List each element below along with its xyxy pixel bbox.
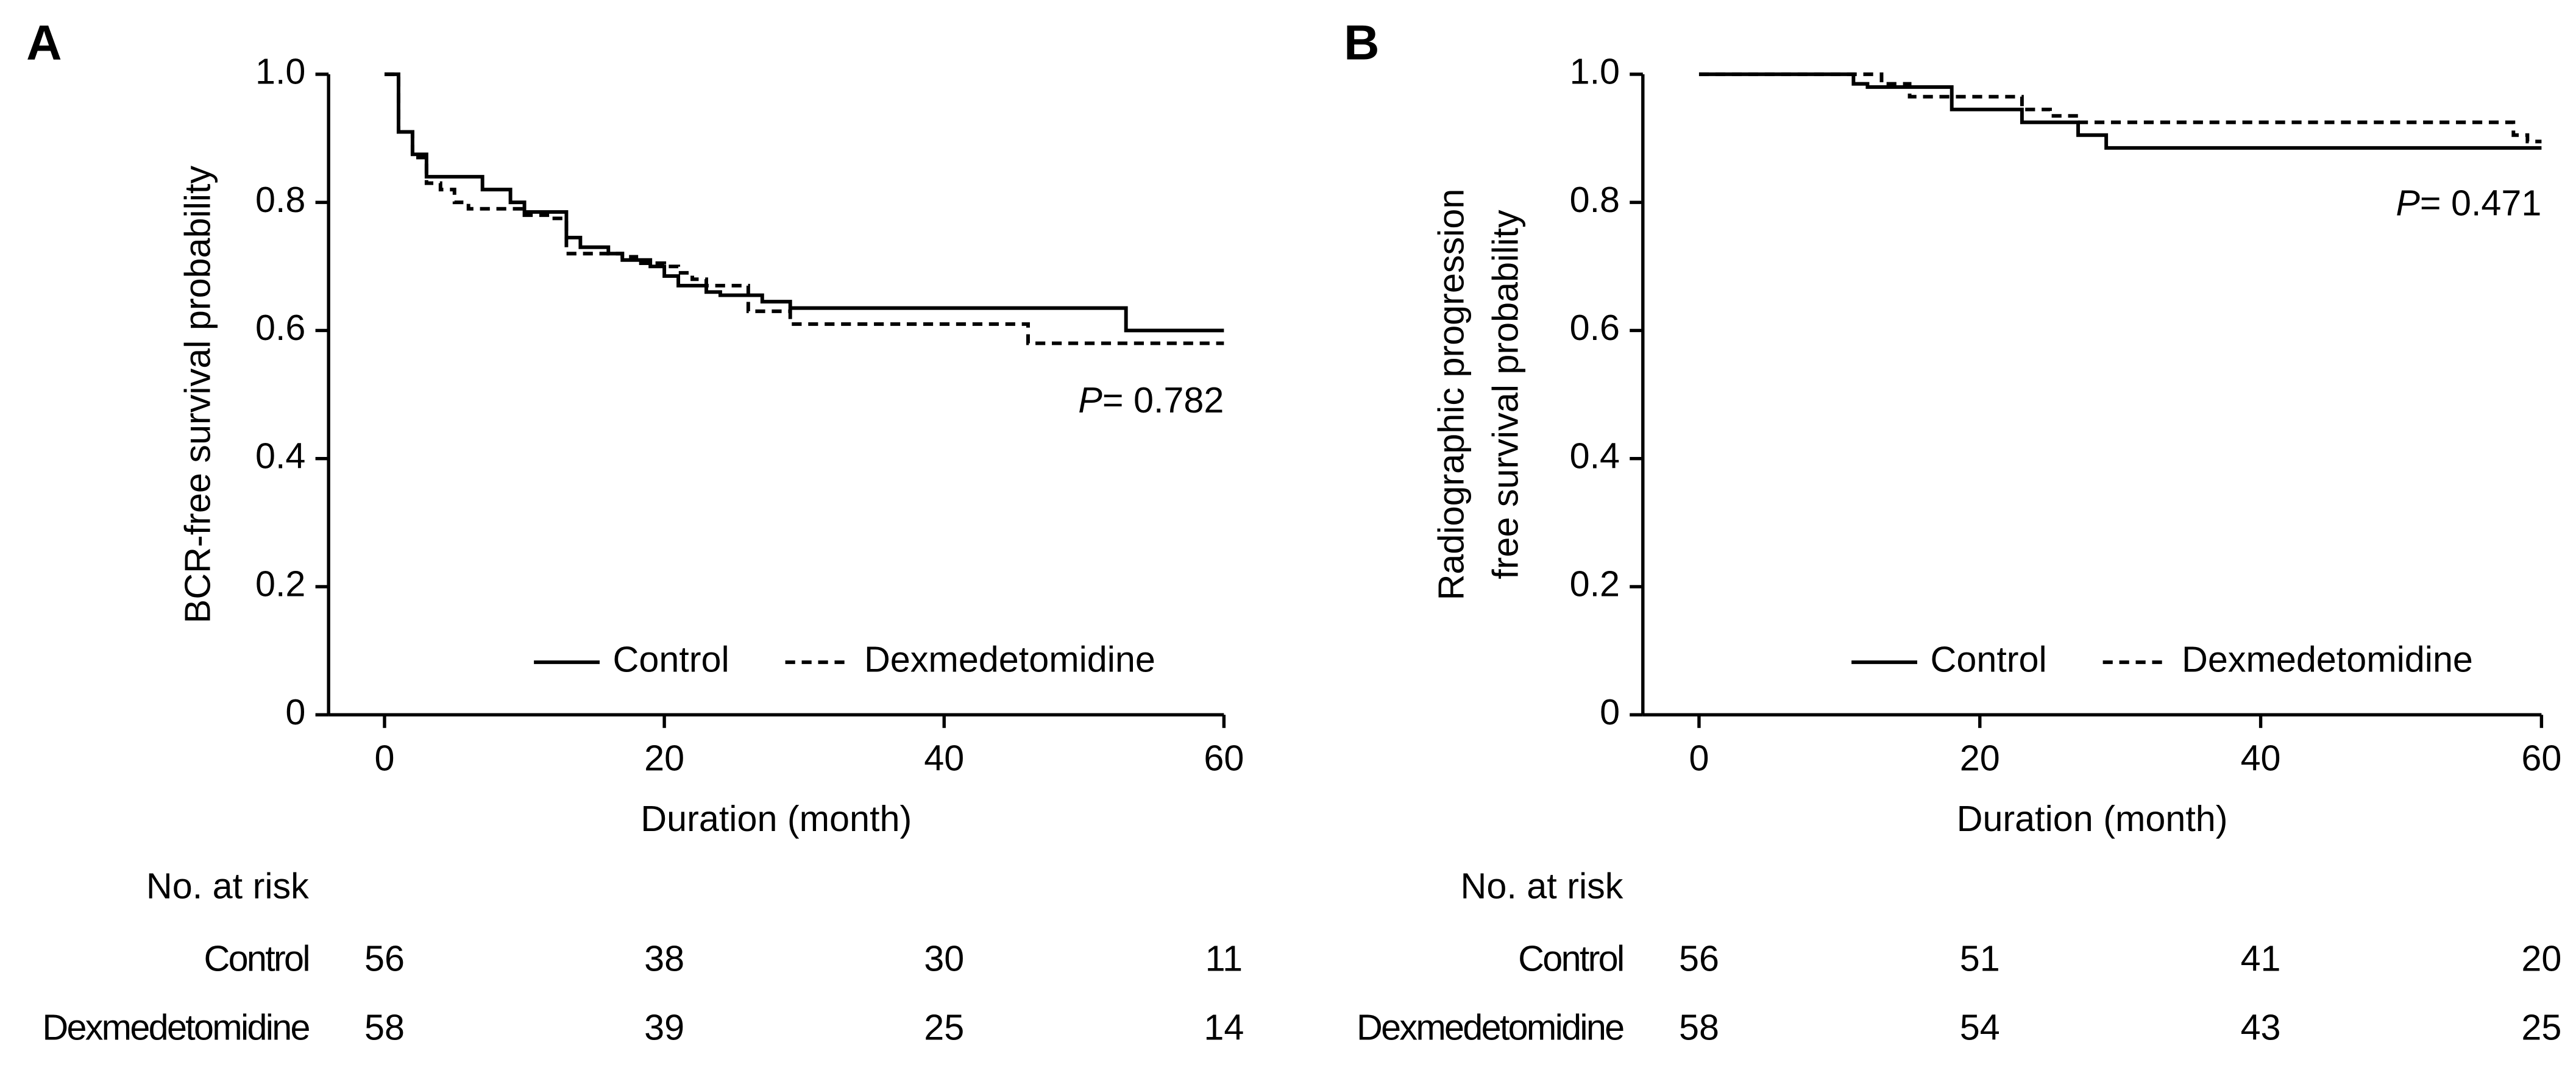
y-tick-label: 1.0 [1570, 51, 1620, 92]
x-tick-label: 60 [1204, 737, 1244, 778]
x-tick-label: 40 [2241, 737, 2281, 778]
risk-row-name: Control [204, 938, 309, 978]
x-tick-label: 20 [1960, 737, 2000, 778]
x-axis-label: Duration (month) [1957, 798, 2228, 839]
y-axis-label: BCR-free survival probability [177, 166, 218, 624]
legend-label: Dexmedetomidine [864, 639, 1155, 680]
x-tick-label: 0 [1689, 737, 1709, 778]
risk-count: 11 [1205, 938, 1243, 978]
risk-count: 51 [1960, 938, 2000, 978]
risk-row-name: Dexmedetomidine [42, 1007, 309, 1047]
legend-label: Control [613, 639, 729, 680]
risk-title: No. at risk [146, 866, 309, 907]
risk-count: 38 [644, 938, 684, 978]
panel-label: A [26, 15, 62, 70]
y-tick-label: 0 [285, 692, 305, 732]
risk-count: 39 [644, 1007, 684, 1047]
y-tick-label: 0.8 [1570, 179, 1620, 220]
y-axis-label: free survival probability [1485, 210, 1525, 579]
x-tick-label: 40 [924, 737, 964, 778]
risk-count: 41 [2241, 938, 2281, 978]
y-tick-label: 0.8 [255, 179, 305, 220]
y-tick-label: 0.4 [1570, 435, 1620, 476]
risk-count: 58 [364, 1007, 405, 1047]
x-tick-label: 20 [644, 737, 684, 778]
risk-count: 43 [2241, 1007, 2281, 1047]
risk-count: 30 [924, 938, 964, 978]
y-tick-label: 0.2 [1570, 564, 1620, 604]
y-tick-label: 0 [1600, 692, 1620, 732]
y-tick-label: 0.6 [255, 307, 305, 348]
risk-count: 58 [1679, 1007, 1719, 1047]
p-value: P= 0.471 [2396, 182, 2541, 223]
x-tick-label: 60 [2521, 737, 2561, 778]
survival-curve [384, 72, 1224, 333]
survival-curve [1698, 72, 2542, 144]
legend-label: Dexmedetomidine [2182, 639, 2473, 680]
risk-title: No. at risk [1461, 866, 1623, 907]
risk-row-name: Dexmedetomidine [1357, 1007, 1623, 1047]
risk-count: 56 [1679, 938, 1719, 978]
risk-count: 25 [924, 1007, 964, 1047]
y-tick-label: 1.0 [255, 51, 305, 92]
x-axis-label: Duration (month) [640, 798, 912, 839]
p-text: = 0.782 [1102, 380, 1224, 420]
risk-count: 14 [1204, 1007, 1244, 1047]
p-symbol: P [1078, 380, 1102, 420]
risk-count: 54 [1960, 1007, 2000, 1047]
survival-curve [1698, 72, 2542, 150]
panel-label: B [1344, 15, 1379, 70]
risk-row-name: Control [1518, 938, 1623, 978]
risk-count: 56 [364, 938, 405, 978]
x-tick-label: 0 [374, 737, 394, 778]
legend-label: Control [1931, 639, 2047, 680]
p-value: P= 0.782 [1078, 380, 1224, 420]
p-text: = 0.471 [2420, 182, 2541, 223]
y-tick-label: 0.4 [255, 435, 305, 476]
risk-count: 20 [2521, 938, 2561, 978]
survival-curve [384, 72, 1224, 345]
risk-count: 25 [2521, 1007, 2561, 1047]
y-tick-label: 0.2 [255, 564, 305, 604]
p-symbol: P [2396, 182, 2420, 223]
y-axis-label: Radiographic progression [1430, 189, 1471, 601]
y-tick-label: 0.6 [1570, 307, 1620, 348]
